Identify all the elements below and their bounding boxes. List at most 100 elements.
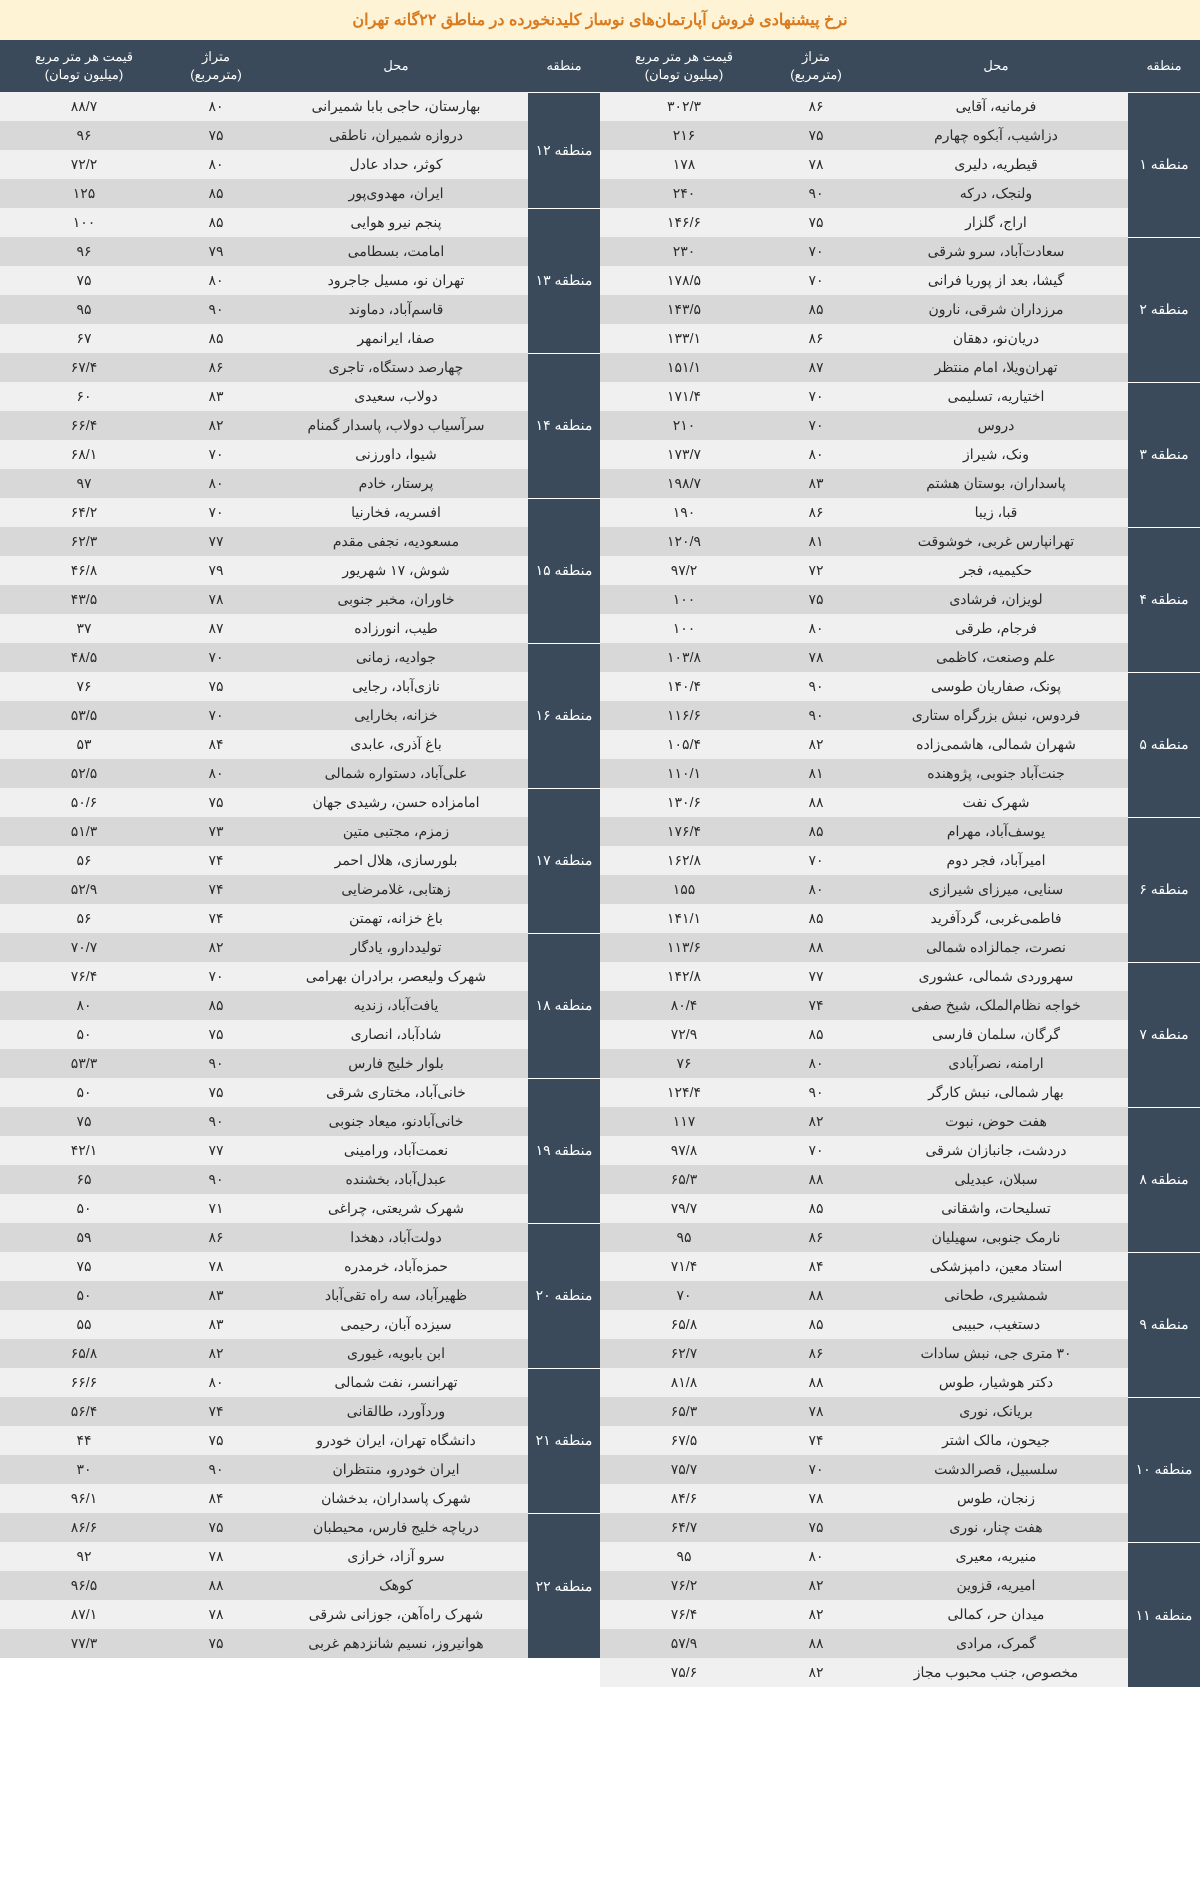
area-cell: ۹۰ (168, 1049, 264, 1078)
location-cell: دکتر هوشیار، طوس (864, 1368, 1128, 1397)
location-cell: باغ آذری، عابدی (264, 730, 528, 759)
price-cell: ۷۰ (600, 1281, 768, 1310)
area-cell: ۸۵ (168, 324, 264, 353)
location-cell: عبدل‌آباد، بخشنده (264, 1165, 528, 1194)
location-cell: دولت‌آباد، دهخدا (264, 1223, 528, 1252)
location-cell: میدان حر، کمالی (864, 1600, 1128, 1629)
region-cell: منطقه ۱۲ (528, 92, 600, 208)
price-cell: ۱۰۰ (600, 585, 768, 614)
location-cell: خانی‌آباد، مختاری شرقی (264, 1078, 528, 1107)
price-cell: ۷۶ (600, 1049, 768, 1078)
price-cell: ۵۰ (0, 1281, 168, 1310)
location-cell: ارامنه، نصرآبادی (864, 1049, 1128, 1078)
location-cell: دروس (864, 411, 1128, 440)
area-cell: ۷۵ (168, 121, 264, 150)
price-cell: ۴۸/۵ (0, 643, 168, 672)
location-cell: زنجان، طوس (864, 1484, 1128, 1513)
table-row: زنجان، طوس۷۸۸۴/۶ (600, 1484, 1200, 1513)
th-price: قیمت هر متر مربع(میلیون تومان) (600, 40, 768, 92)
area-cell: ۷۴ (168, 875, 264, 904)
area-cell: ۸۵ (768, 295, 864, 324)
location-cell: زمزم، مجتبی متین (264, 817, 528, 846)
table-row: دولاب، سعیدی۸۳۶۰ (0, 382, 600, 411)
table-row: شیوا، داورزنی۷۰۶۸/۱ (0, 440, 600, 469)
location-cell: خاوران، مخبر جنوبی (264, 585, 528, 614)
area-cell: ۷۰ (768, 1136, 864, 1165)
table-row: گمرک، مرادی۸۸۵۷/۹ (600, 1629, 1200, 1658)
right-table: منطقه محل متراژ(مترمربع) قیمت هر متر مرب… (600, 40, 1200, 1687)
price-cell: ۵۱/۳ (0, 817, 168, 846)
table-row: تسلیحات، واشقانی۸۵۷۹/۷ (600, 1194, 1200, 1223)
location-cell: شهران شمالی، هاشمی‌زاده (864, 730, 1128, 759)
price-cell: ۹۲ (0, 1542, 168, 1571)
area-cell: ۷۴ (168, 1397, 264, 1426)
price-cell: ۷۵/۶ (600, 1658, 768, 1687)
location-cell: طیب، انورزاده (264, 614, 528, 643)
table-row: زمزم، مجتبی متین۷۳۵۱/۳ (0, 817, 600, 846)
price-cell: ۴۶/۸ (0, 556, 168, 585)
table-row: ارامنه، نصرآبادی۸۰۷۶ (600, 1049, 1200, 1078)
price-cell: ۱۰۳/۸ (600, 643, 768, 672)
area-cell: ۸۲ (168, 933, 264, 962)
area-cell: ۸۶ (768, 324, 864, 353)
table-row: خانی‌آبادنو، میعاد جنوبی۹۰۷۵ (0, 1107, 600, 1136)
table-row: نارمک جنوبی، سهیلیان۸۶۹۵ (600, 1223, 1200, 1252)
area-cell: ۸۴ (768, 1252, 864, 1281)
price-cell: ۱۰۵/۴ (600, 730, 768, 759)
table-row: شهرک پاسداران، بدخشان۸۴۹۶/۱ (0, 1484, 600, 1513)
price-cell: ۵۳ (0, 730, 168, 759)
location-cell: حکیمیه، فجر (864, 556, 1128, 585)
table-row: منطقه ۵پونک، صفاریان طوسی۹۰۱۴۰/۴ (600, 672, 1200, 701)
location-cell: حمزه‌آباد، خرمدره (264, 1252, 528, 1281)
area-cell: ۷۸ (768, 150, 864, 179)
th-location: محل (264, 40, 528, 92)
price-cell: ۱۱۳/۶ (600, 933, 768, 962)
table-row: پاسداران، بوستان هشتم۸۳۱۹۸/۷ (600, 469, 1200, 498)
area-cell: ۸۰ (768, 1542, 864, 1571)
table-row: امیرآباد، فجر دوم۷۰۱۶۲/۸ (600, 846, 1200, 875)
area-cell: ۸۶ (768, 1339, 864, 1368)
area-cell: ۸۲ (768, 1600, 864, 1629)
area-cell: ۷۰ (768, 382, 864, 411)
price-cell: ۶۵/۳ (600, 1397, 768, 1426)
table-row: شهران شمالی، هاشمی‌زاده۸۲۱۰۵/۴ (600, 730, 1200, 759)
location-cell: شهرک پاسداران، بدخشان (264, 1484, 528, 1513)
area-cell: ۸۸ (768, 933, 864, 962)
table-row: شهرک شریعتی، چراغی۷۱۵۰ (0, 1194, 600, 1223)
area-cell: ۷۸ (168, 1542, 264, 1571)
area-cell: ۷۹ (168, 556, 264, 585)
table-row: منطقه ۱۱منیریه، معیری۸۰۹۵ (600, 1542, 1200, 1571)
table-row: خاوران، مخبر جنوبی۷۸۴۳/۵ (0, 585, 600, 614)
area-cell: ۷۹ (168, 237, 264, 266)
region-cell: منطقه ۵ (1128, 672, 1200, 817)
price-cell: ۵۵ (0, 1310, 168, 1339)
table-row: مرزداران شرقی، نارون۸۵۱۴۳/۵ (600, 295, 1200, 324)
table-row: قاسم‌آباد، دماوند۹۰۹۵ (0, 295, 600, 324)
table-row: زهتابی، غلامرضایی۷۴۵۲/۹ (0, 875, 600, 904)
price-cell: ۱۴۰/۴ (600, 672, 768, 701)
location-cell: اراج، گلزار (864, 208, 1128, 237)
area-cell: ۷۷ (768, 962, 864, 991)
location-cell: تهران نو، مسیل جاجرود (264, 266, 528, 295)
region-cell: منطقه ۴ (1128, 527, 1200, 672)
area-cell: ۸۵ (768, 1194, 864, 1223)
location-cell: ایران خودرو، منتظران (264, 1455, 528, 1484)
area-cell: ۸۳ (168, 1281, 264, 1310)
area-cell: ۸۸ (768, 1629, 864, 1658)
price-cell: ۱۷۸/۵ (600, 266, 768, 295)
price-cell: ۱۴۳/۵ (600, 295, 768, 324)
area-cell: ۷۵ (168, 1426, 264, 1455)
area-cell: ۷۸ (768, 1484, 864, 1513)
location-cell: مرزداران شرقی، نارون (864, 295, 1128, 324)
table-row: شمشیری، طحانی۸۸۷۰ (600, 1281, 1200, 1310)
area-cell: ۸۵ (768, 817, 864, 846)
price-cell: ۸۰ (0, 991, 168, 1020)
location-cell: بلوار خلیج فارس (264, 1049, 528, 1078)
location-cell: قاسم‌آباد، دماوند (264, 295, 528, 324)
table-row: پرستار، خادم۸۰۹۷ (0, 469, 600, 498)
area-cell: ۸۸ (768, 1368, 864, 1397)
area-cell: ۸۰ (768, 875, 864, 904)
right-column: منطقه محل متراژ(مترمربع) قیمت هر متر مرب… (600, 40, 1200, 1687)
region-cell: منطقه ۲۰ (528, 1223, 600, 1368)
price-cell: ۶۵/۸ (600, 1310, 768, 1339)
